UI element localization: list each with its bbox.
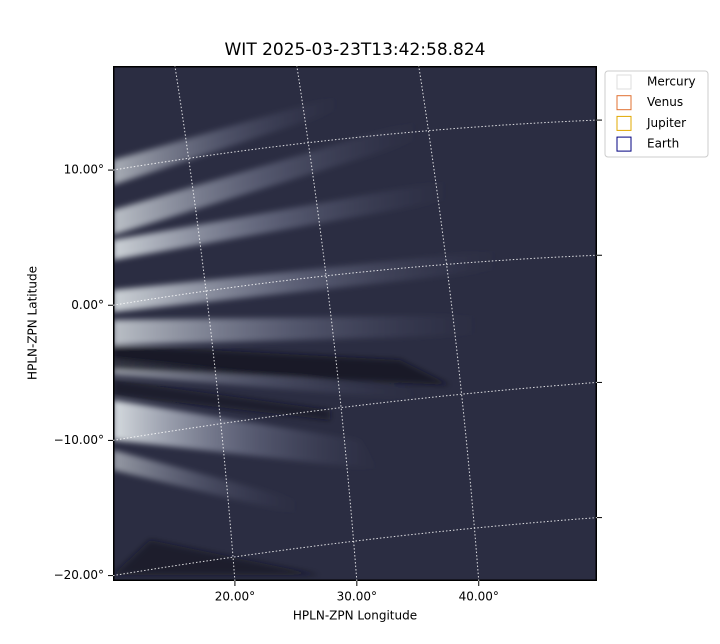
- y-tick-label: −20.00°: [54, 568, 104, 582]
- legend-label: Mercury: [647, 75, 696, 89]
- chart-title: WIT 2025-03-23T13:42:58.824: [225, 40, 486, 60]
- legend-swatch: [616, 74, 632, 90]
- grid-line: [174, 65, 236, 582]
- y-tick-label: 0.00°: [71, 298, 104, 312]
- legend-label: Earth: [647, 137, 679, 151]
- image: [113, 66, 597, 581]
- grid-line: [296, 65, 358, 582]
- legend-label: Jupiter: [646, 116, 686, 130]
- x-tick-label: 40.00°: [459, 590, 499, 604]
- grid-line: [112, 381, 598, 441]
- y-axis-label: HPLN-ZPN Latitude: [26, 266, 40, 380]
- x-tick-label: 20.00°: [215, 590, 255, 604]
- y-tick-label: −10.00°: [54, 433, 104, 447]
- legend-label: Venus: [647, 95, 683, 109]
- x-axis-label: HPLN-ZPN Longitude: [293, 609, 417, 623]
- legend-swatch: [616, 115, 632, 131]
- legend: [604, 70, 709, 158]
- grid-line: [112, 254, 598, 306]
- legend-swatch: [616, 95, 632, 111]
- legend-swatch: [616, 136, 632, 152]
- grid-line: [418, 65, 480, 582]
- grid-line: [112, 119, 598, 171]
- y-tick-label: 10.00°: [64, 163, 104, 177]
- grid-line: [112, 517, 598, 577]
- x-tick-label: 30.00°: [337, 590, 377, 604]
